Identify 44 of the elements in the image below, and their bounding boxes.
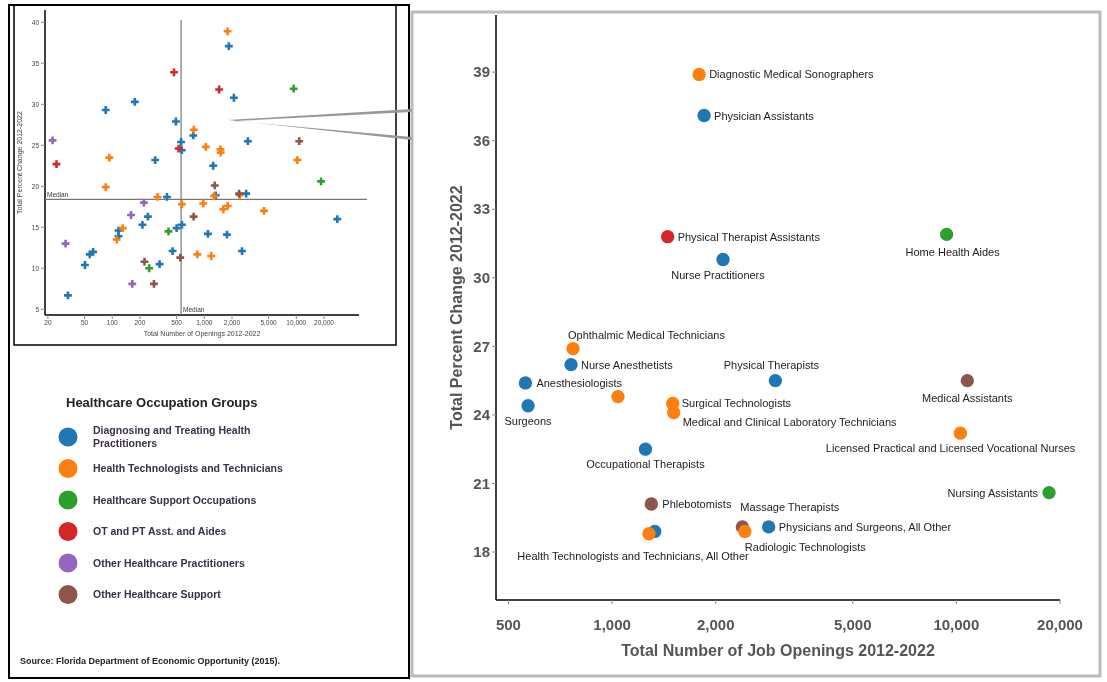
annotation: Nurse Anesthetists [581, 358, 674, 371]
y-axis-title: Total Percent Change 2012-2022 [448, 185, 465, 430]
annotation: Nursing Assistants [947, 486, 1039, 499]
legend-label: Diagnosing and Treating Health Practitioners [93, 424, 251, 450]
x-tick-label: 5,000 [833, 616, 872, 633]
annotation: Medical and Clinical Laboratory Technicians [682, 415, 898, 428]
annotation: Ophthalmic Medical Technicians [568, 328, 726, 341]
y-tick-label: 30 [473, 269, 490, 287]
annotation: Anesthesiologists [536, 376, 623, 389]
x-tick-label: 1,000 [593, 616, 631, 633]
y-tick-label: 21 [473, 474, 490, 492]
source-note: Source: Florida Department of Economic Opportunity (2015). [20, 656, 281, 666]
y-tick-label: 36 [473, 131, 490, 149]
annotation: Licensed Practical and Licensed Vocational Nurses [825, 442, 1076, 455]
annotation: Physicians and Surgeons, All Other [778, 520, 952, 533]
x-tick-label: 2,000 [696, 616, 735, 633]
annotation: Surgical Technologists [681, 397, 792, 410]
legend-label: Healthcare Support Occupations [93, 493, 257, 506]
legend-label: Other Healthcare Practitioners [93, 556, 245, 569]
annotation: Surgeons [504, 414, 553, 427]
annotation: Diagnostic Medical Sonographers [709, 68, 875, 81]
annotation: Nurse Practitioners [671, 268, 766, 281]
y-tick-label: 39 [473, 63, 490, 81]
annotation: Phlebotomists [662, 498, 732, 511]
annotation: Massage Therapists [740, 500, 840, 513]
legend-label: Other Healthcare Support [93, 588, 222, 601]
x-tick-label: 20,000 [1037, 616, 1083, 633]
annotation: Physician Assistants [714, 109, 815, 122]
annotation: Home Health Aides [905, 246, 1001, 259]
annotation: Physical Therapist Assistants [677, 230, 821, 243]
y-tick-label: 33 [473, 200, 490, 218]
legend-label: OT and PT Asst. and Aides [93, 525, 227, 538]
annotation: Radiologic Technologists [744, 541, 867, 554]
y-tick-label: 18 [473, 543, 490, 561]
annotation: Medical Assistants [922, 391, 1014, 404]
legend-label: Health Technologists and Technicians [93, 462, 283, 475]
annotation: Occupational Therapists [586, 458, 706, 471]
x-tick-label: 500 [495, 616, 521, 633]
annotation: Physical Therapists [723, 358, 820, 371]
x-tick-label: 10,000 [933, 616, 980, 633]
legend-title: Healthcare Occupation Groups [66, 395, 258, 410]
y-tick-label: 24 [473, 406, 491, 424]
y-tick-label: 27 [473, 337, 490, 355]
x-axis-title: Total Number of Job Openings 2012-2022 [621, 642, 935, 659]
